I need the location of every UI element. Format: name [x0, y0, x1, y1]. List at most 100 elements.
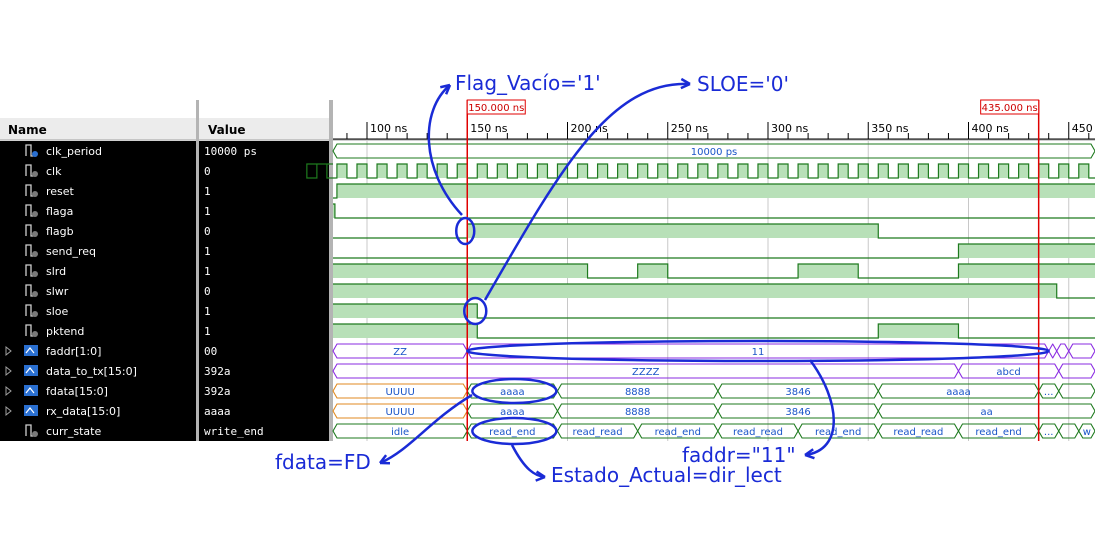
slwr-waveform[interactable] — [333, 283, 1095, 299]
signal-name[interactable]: flaga — [46, 205, 73, 218]
value-wave-splitter[interactable] — [329, 100, 333, 441]
bit-signal-icon — [25, 324, 38, 337]
fdata-arrow — [379, 393, 473, 465]
signal-value: 1 — [204, 185, 211, 198]
arrowhead-icon — [439, 83, 452, 95]
bit-signal-icon — [25, 184, 38, 197]
signal-value: 10000 ps — [204, 145, 257, 158]
faddr-highlight-ellipse — [465, 339, 1050, 363]
bit-signal-icon — [25, 244, 38, 257]
rx-data-segment[interactable] — [877, 403, 1095, 419]
reset-high — [336, 184, 1095, 198]
curr-state-value: read_end — [815, 427, 861, 438]
signal-name[interactable]: faddr[1:0] — [46, 345, 101, 358]
faddr-value: ZZ — [393, 347, 407, 358]
annotation-fdata: fdata=FD — [275, 450, 371, 474]
reset-waveform[interactable] — [333, 183, 1095, 199]
clk-high — [417, 164, 428, 178]
data-to-tx-value: ZZZZ — [632, 367, 660, 378]
tick-label: 200 ns — [571, 122, 608, 135]
name-column-header-bg — [0, 118, 196, 140]
signal-name[interactable]: flagb — [46, 225, 74, 238]
curr-state-value: read_read — [573, 427, 623, 438]
curr-state-value: ... — [1044, 427, 1054, 438]
signal-name[interactable]: reset — [46, 185, 75, 198]
clk-period-segment[interactable] — [332, 143, 1095, 159]
clk-high — [577, 164, 588, 178]
signal-value-panel — [199, 141, 329, 441]
cursor-time-label: 150.000 ns — [468, 103, 524, 114]
value-column-header[interactable]: Value — [208, 123, 246, 137]
annotation-estado-actual: Estado_Actual=dir_lect — [551, 463, 782, 487]
tick-label: 400 ns — [972, 122, 1009, 135]
name-value-splitter[interactable] — [196, 100, 199, 441]
estado-arrow — [510, 444, 546, 479]
send_req-waveform[interactable] — [333, 243, 1095, 259]
signal-value: aaaa — [204, 405, 231, 418]
clk-high — [1078, 164, 1089, 178]
flagb-waveform[interactable] — [333, 223, 1095, 239]
tick-label: 300 ns — [771, 122, 808, 135]
slrd-high — [798, 264, 859, 278]
signal-name[interactable]: slwr — [46, 285, 69, 298]
curr-state-value: idle — [391, 427, 409, 438]
clk-high — [497, 164, 508, 178]
signal-name[interactable]: clk_period — [46, 145, 102, 158]
annotation-sloe: SLOE='0' — [697, 72, 789, 96]
send_req-high — [958, 244, 1095, 258]
clk-high — [958, 164, 969, 178]
signal-name[interactable]: sloe — [46, 305, 69, 318]
pktend-waveform[interactable] — [333, 323, 1095, 339]
data-to-tx-segment[interactable] — [1058, 363, 1095, 379]
clk-high — [878, 164, 889, 178]
signal-name[interactable]: curr_state — [46, 425, 101, 438]
fdata-value: ... — [1044, 387, 1054, 398]
rx-data-value: aa — [981, 407, 993, 418]
expand-arrow-icon[interactable] — [5, 365, 12, 377]
clk-high — [858, 164, 869, 178]
expand-arrow-icon[interactable] — [5, 405, 12, 417]
tick-label: 350 ns — [871, 122, 908, 135]
signal-name[interactable]: rx_data[15:0] — [46, 405, 120, 418]
fdata-segment[interactable] — [1058, 383, 1095, 399]
slwr-high — [333, 284, 1057, 298]
signal-value: 392a — [204, 385, 231, 398]
cursor-time-label: 435.000 ns — [982, 103, 1038, 114]
signal-name[interactable]: fdata[15:0] — [46, 385, 108, 398]
sloe-high — [333, 304, 478, 318]
signal-name[interactable]: clk — [46, 165, 62, 178]
expand-arrow-icon[interactable] — [5, 385, 12, 397]
flaga-high — [333, 204, 335, 218]
fdata-value: 3846 — [785, 387, 810, 398]
clk-high — [356, 164, 367, 178]
curr-state-segment[interactable] — [1078, 423, 1095, 439]
signal-value: 0 — [204, 165, 211, 178]
clk-high — [336, 164, 347, 178]
curr-state-value: read_end — [655, 427, 701, 438]
signal-value: 00 — [204, 345, 217, 358]
flaga-waveform[interactable] — [333, 203, 1095, 219]
bit-signal-icon — [25, 424, 38, 437]
data-to-tx-value: abcd — [996, 367, 1020, 378]
faddr-segment[interactable] — [1068, 343, 1095, 359]
arrowhead-icon — [680, 77, 691, 90]
bus-signal-icon — [24, 345, 38, 356]
signal-name[interactable]: slrd — [46, 265, 66, 278]
slrd-high — [333, 264, 588, 278]
bus-signal-icon — [24, 365, 38, 376]
name-column-header[interactable]: Name — [8, 123, 47, 137]
sloe-waveform[interactable] — [333, 303, 1095, 319]
clk-high — [677, 164, 688, 178]
time-ruler[interactable]: 100 ns 150 ns 200 ns 250 ns 300 ns 350 ns 400 … — [333, 122, 1095, 140]
signal-name[interactable]: data_to_tx[15:0] — [46, 365, 137, 378]
tick-label: 150 ns — [470, 122, 507, 135]
expand-arrow-icon[interactable] — [5, 345, 12, 357]
cursor-label-box — [980, 99, 1040, 115]
clk-high — [898, 164, 909, 178]
slrd-waveform[interactable] — [333, 263, 1095, 279]
clk-waveform[interactable] — [306, 163, 1095, 179]
signal-name[interactable]: pktend — [46, 325, 84, 338]
signal-name[interactable]: send_req — [46, 245, 96, 258]
clk-high — [737, 164, 748, 178]
curr-state-value: read_end — [489, 427, 535, 438]
